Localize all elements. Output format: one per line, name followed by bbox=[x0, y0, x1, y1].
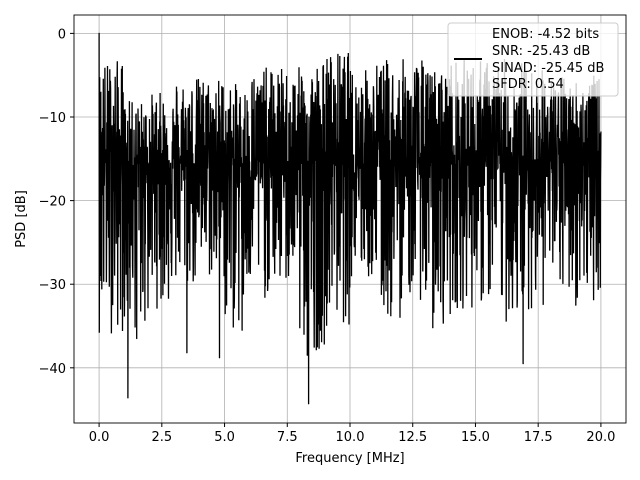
psd-notable-point bbox=[308, 403, 310, 405]
x-tick-label: 7.5 bbox=[277, 430, 298, 445]
x-tick-label: 5.0 bbox=[214, 430, 235, 445]
x-axis-label: Frequency [MHz] bbox=[295, 451, 404, 466]
legend-box bbox=[447, 22, 619, 97]
y-tick-label: −30 bbox=[39, 278, 66, 293]
psd-series bbox=[98, 32, 602, 405]
psd-notable-point bbox=[306, 354, 308, 356]
psd-notable-point bbox=[136, 337, 138, 340]
psd-notable-point bbox=[575, 304, 577, 306]
x-tick-label: 10.0 bbox=[336, 430, 365, 445]
y-tick-label: 0 bbox=[58, 27, 66, 42]
psd-notable-point bbox=[522, 363, 524, 365]
x-tick-label: 2.5 bbox=[151, 430, 172, 445]
x-tick-label: 15.0 bbox=[461, 430, 490, 445]
legend-sinad: SINAD: -25.45 dB bbox=[492, 61, 604, 76]
y-tick-label: −20 bbox=[39, 195, 66, 210]
psd-notable-point bbox=[316, 346, 318, 348]
psd-notable-point bbox=[127, 397, 129, 399]
x-axis-ticks: 0.0 2.5 5.0 7.5 10.0 12.5 15.0 17.5 20.0 bbox=[89, 423, 615, 445]
y-axis-label: PSD [dB] bbox=[14, 190, 29, 248]
legend: ENOB: -4.52 bits SNR: -25.43 dB SINAD: -… bbox=[447, 22, 619, 97]
psd-notable-point bbox=[432, 327, 434, 329]
psd-notable-point bbox=[186, 352, 188, 354]
x-tick-label: 17.5 bbox=[524, 430, 553, 445]
psd-notable-point bbox=[218, 357, 221, 359]
psd-line bbox=[98, 33, 602, 404]
x-tick-label: 20.0 bbox=[586, 430, 615, 445]
legend-enob: ENOB: -4.52 bits bbox=[492, 27, 599, 42]
x-tick-label: 12.5 bbox=[398, 430, 427, 445]
y-tick-label: −10 bbox=[39, 111, 66, 126]
y-tick-label: −40 bbox=[39, 362, 66, 377]
legend-snr: SNR: -25.43 dB bbox=[492, 44, 590, 59]
x-tick-label: 0.0 bbox=[89, 430, 110, 445]
psd-notable-point bbox=[241, 329, 243, 331]
legend-sfdr: SFDR: 0.54 bbox=[492, 77, 564, 92]
y-axis-ticks: 0 −10 −20 −30 −40 bbox=[39, 27, 74, 377]
psd-notable-point bbox=[98, 32, 100, 34]
